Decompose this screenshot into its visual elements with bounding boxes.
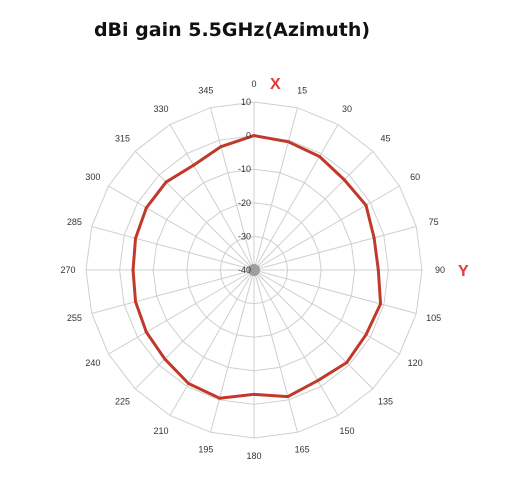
angular-gridline [253, 269, 374, 390]
radial-tick-label: -10 [238, 164, 251, 174]
angle-tick-label: 90 [435, 265, 445, 275]
angle-tick-label: 30 [342, 104, 352, 114]
data-point [316, 379, 320, 383]
label-layer: 0 15 30 45 60 75 90 105 120 135 150 165 180 195 210 225… [60, 76, 469, 461]
angular-gridline [91, 226, 255, 271]
axis-marker-y: Y [458, 263, 469, 280]
angle-tick-label: 105 [426, 313, 441, 323]
center-point [248, 264, 260, 276]
angle-tick-label: 0 [251, 79, 256, 89]
data-point [219, 145, 223, 149]
data-point [134, 300, 138, 304]
angular-gridline [134, 269, 255, 390]
data-point [163, 357, 167, 361]
angle-tick-label: 315 [115, 133, 130, 143]
angle-tick-label: 330 [153, 104, 168, 114]
angular-gridline [134, 150, 255, 271]
angular-gridline [169, 269, 255, 416]
data-point [131, 268, 135, 272]
angle-tick-label: 210 [153, 426, 168, 436]
angular-gridline [253, 269, 298, 433]
data-point [164, 180, 168, 184]
angular-gridline [108, 269, 255, 355]
data-point [252, 392, 256, 396]
data-point [134, 236, 138, 240]
angle-tick-label: 195 [198, 445, 213, 455]
angle-tick-label: 180 [246, 451, 261, 461]
data-point [318, 155, 322, 159]
angular-gridline [253, 185, 400, 271]
angular-gridline [253, 269, 339, 416]
angular-gridline [210, 107, 255, 271]
angular-gridline [108, 185, 255, 271]
angle-tick-label: 345 [198, 85, 213, 95]
polar-grid [85, 101, 423, 439]
angle-tick-label: 135 [378, 397, 393, 407]
angular-gridline [253, 226, 417, 271]
angle-tick-label: 45 [381, 133, 391, 143]
angle-tick-label: 15 [297, 85, 307, 95]
radial-tick-label: 0 [246, 131, 251, 141]
angular-gridline [253, 107, 298, 271]
angular-gridline [169, 124, 255, 271]
radial-tick-label: -40 [238, 265, 251, 275]
data-point [144, 330, 148, 334]
data-point [376, 268, 380, 272]
data-point [364, 203, 368, 207]
angle-tick-label: 255 [67, 313, 82, 323]
angle-tick-label: 165 [295, 445, 310, 455]
angle-tick-label: 270 [60, 265, 75, 275]
angle-tick-label: 60 [410, 172, 420, 182]
angle-tick-label: 75 [429, 217, 439, 227]
angle-tick-label: 240 [85, 358, 100, 368]
data-point [218, 396, 222, 400]
data-point [345, 361, 349, 365]
angle-tick-label: 300 [85, 172, 100, 182]
data-point [286, 395, 290, 399]
axis-marker-x: X [270, 76, 281, 93]
data-point [144, 206, 148, 210]
angular-gridline [210, 269, 255, 433]
data-point [342, 178, 346, 182]
chart-title: dBi gain 5.5GHz(Azimuth) [94, 19, 370, 41]
angular-gridline [91, 269, 255, 314]
data-point [192, 163, 196, 167]
angular-gridline [253, 124, 339, 271]
radial-tick-label: 10 [241, 97, 251, 107]
data-point [372, 236, 376, 240]
angle-tick-label: 120 [408, 358, 423, 368]
data-point [364, 333, 368, 337]
angular-gridline [253, 269, 417, 314]
data-point [186, 381, 190, 385]
data-point [379, 302, 383, 306]
radial-tick-label: -30 [238, 231, 251, 241]
angular-gridline [253, 150, 374, 271]
data-point [252, 134, 256, 138]
data-point [286, 140, 290, 144]
angular-gridline [253, 269, 400, 355]
series-layer [131, 134, 383, 400]
angle-tick-label: 285 [67, 217, 82, 227]
angle-tick-label: 150 [339, 426, 354, 436]
angle-tick-label: 225 [115, 397, 130, 407]
radial-tick-label: -20 [238, 198, 251, 208]
